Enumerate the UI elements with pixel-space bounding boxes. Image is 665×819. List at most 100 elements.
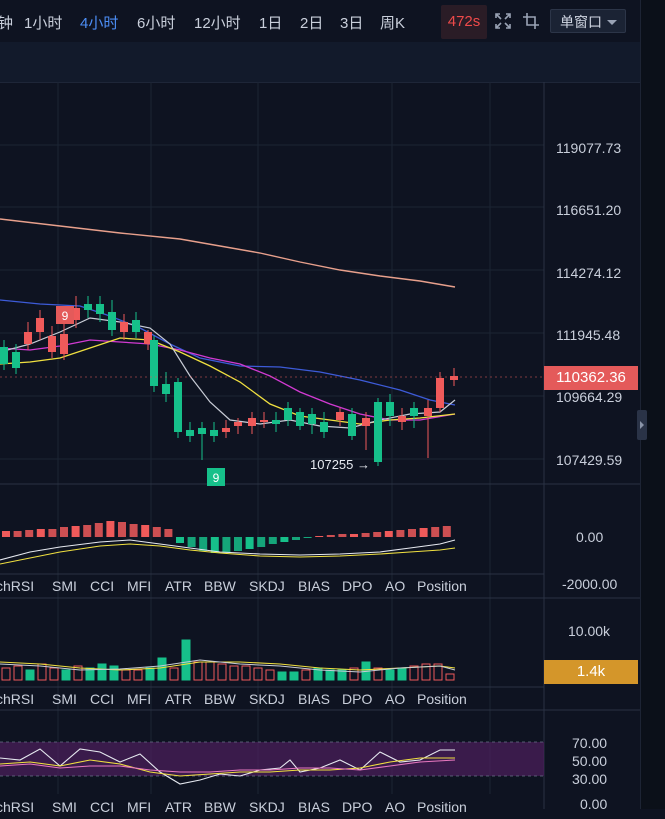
timeframe-toolbar: 钟 1小时 4小时 6小时 12小时 1日 2日 3日 周K 472s 单窗口 [0, 0, 640, 42]
tab-atr[interactable]: ATR [165, 578, 192, 594]
tab-atr[interactable]: ATR [165, 691, 192, 707]
macd-bar [71, 526, 80, 537]
tab-cci[interactable]: CCI [90, 799, 115, 815]
window-mode-select[interactable]: 单窗口 [550, 9, 626, 33]
macd-bar [338, 534, 347, 537]
volume-bar [337, 669, 347, 681]
macd-bar [199, 537, 208, 551]
tab-cci[interactable]: CCI [90, 691, 115, 707]
volume-bar [301, 669, 311, 681]
candle-body [162, 384, 170, 394]
svg-text:9: 9 [62, 309, 69, 323]
tab-ao[interactable]: AO [385, 691, 406, 707]
candle-body [108, 312, 116, 330]
macd-bar [187, 537, 196, 547]
tf-minute-partial[interactable]: 钟 [0, 15, 14, 32]
tab-skdj[interactable]: SKDJ [249, 691, 285, 707]
chevron-down-icon [607, 20, 617, 25]
tab-stochrsi[interactable]: chRSI [0, 799, 35, 815]
volume-bar [265, 669, 275, 681]
macd-bar [419, 528, 428, 537]
tab-bbw[interactable]: BBW [204, 799, 236, 815]
tab-mfi[interactable]: MFI [127, 578, 152, 594]
screenshot-icon[interactable] [522, 12, 540, 30]
macd-bar [350, 534, 358, 537]
candle-body [186, 430, 194, 436]
macd-bar [234, 537, 242, 551]
tab-ao[interactable]: AO [385, 578, 406, 594]
candle-body [48, 336, 56, 352]
fullscreen-icon[interactable] [494, 12, 512, 30]
volume-bar [229, 665, 239, 681]
tf-1d[interactable]: 1日 [259, 15, 283, 32]
tab-position[interactable]: Position [417, 799, 467, 815]
macd-bar [210, 537, 219, 553]
tab-smi[interactable]: SMI [52, 799, 77, 815]
candle-body [362, 418, 370, 426]
candle-body [174, 382, 182, 432]
tf-4h[interactable]: 4小时 [80, 15, 119, 32]
td-marker-top: 9 [56, 306, 74, 324]
volume-bar [397, 667, 407, 681]
tf-3d[interactable]: 3日 [340, 15, 364, 32]
candle-body [308, 414, 316, 424]
volume-bar [25, 669, 35, 681]
tab-skdj[interactable]: SKDJ [249, 799, 285, 815]
candle-body [260, 420, 268, 422]
tab-mfi[interactable]: MFI [127, 691, 152, 707]
tab-smi[interactable]: SMI [52, 691, 77, 707]
price-axis-label: 119077.73 [556, 140, 622, 156]
tab-bbw[interactable]: BBW [204, 578, 236, 594]
tf-week[interactable]: 周K [380, 15, 406, 32]
tab-stochrsi[interactable]: chRSI [0, 578, 35, 594]
tab-dpo[interactable]: DPO [342, 799, 373, 815]
macd-bar [384, 531, 393, 537]
macd-dif-line [0, 539, 456, 561]
volume-bar [421, 663, 431, 681]
tab-skdj[interactable]: SKDJ [249, 578, 285, 594]
macd-bar [48, 529, 57, 537]
tab-smi[interactable]: SMI [52, 578, 77, 594]
macd-bar [268, 537, 277, 544]
right-side-panel [640, 0, 665, 809]
panel-collapse-handle[interactable] [637, 410, 647, 440]
tab-stochrsi[interactable]: chRSI [0, 691, 35, 707]
volume-bar [181, 639, 191, 681]
volume-bar [205, 661, 215, 681]
tf-1h[interactable]: 1小时 [24, 15, 63, 32]
tab-atr[interactable]: ATR [165, 799, 192, 815]
candle-body [272, 420, 280, 424]
tf-2d[interactable]: 2日 [300, 15, 324, 32]
candle-body [12, 352, 20, 368]
tab-mfi[interactable]: MFI [127, 799, 152, 815]
tab-bias[interactable]: BIAS [298, 691, 330, 707]
macd-bar [326, 535, 335, 537]
macd-bar [106, 521, 115, 537]
tab-dpo[interactable]: DPO [342, 578, 373, 594]
tab-bias[interactable]: BIAS [298, 578, 330, 594]
tab-bbw[interactable]: BBW [204, 691, 236, 707]
volume-bar [73, 665, 83, 681]
candle-body [424, 408, 432, 416]
tab-bias[interactable]: BIAS [298, 799, 330, 815]
candle-body [386, 402, 394, 416]
candle-body [436, 378, 444, 408]
volume-bar [49, 667, 59, 681]
volume-bar [241, 665, 251, 681]
tab-cci[interactable]: CCI [90, 578, 115, 594]
rsi-axis-label: 30.00 [572, 771, 608, 787]
volume-bar [97, 663, 107, 681]
td-marker-bottom: 9 [207, 468, 225, 486]
tf-12h[interactable]: 12小时 [194, 15, 241, 32]
macd-histogram [2, 521, 451, 553]
volume-bar [373, 667, 383, 681]
candle-body [320, 422, 328, 432]
tab-position[interactable]: Position [417, 578, 467, 594]
macd-bar [361, 533, 370, 537]
tab-position[interactable]: Position [417, 691, 467, 707]
tab-ao[interactable]: AO [385, 799, 406, 815]
tf-6h[interactable]: 6小时 [137, 15, 176, 32]
chart-canvas[interactable]: 9 9 [0, 82, 640, 809]
tab-dpo[interactable]: DPO [342, 691, 373, 707]
macd-bar [292, 537, 300, 540]
